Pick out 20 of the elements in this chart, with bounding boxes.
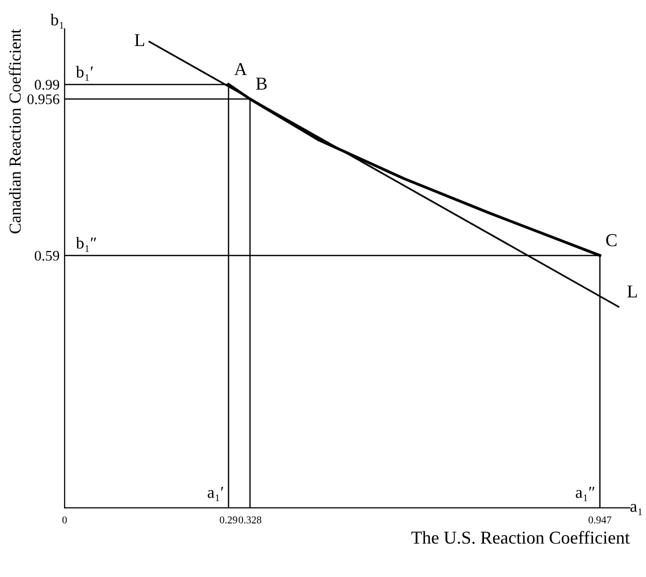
text: a₁	[630, 504, 642, 516]
x-tick-label: 0.947	[588, 516, 612, 524]
x-tick-label: 0.328	[238, 516, 262, 524]
ref-line-label: a₁″	[576, 486, 594, 502]
y-tick-label: 0.59	[34, 250, 60, 261]
y-axis-title: Canadian Reaction Coefficient	[8, 28, 21, 234]
y-tick-label: 0.99	[34, 80, 60, 90]
annotation: C	[606, 234, 616, 246]
annotation: B	[256, 78, 267, 90]
ref-line-label: a₁′	[208, 486, 224, 502]
annotation: A	[234, 63, 247, 76]
x-tick-label: 0	[62, 516, 67, 524]
annotation: L	[134, 34, 144, 46]
y-tick-label: 0.956	[27, 94, 60, 104]
ref-line-label: b₁″	[76, 236, 96, 252]
ref-line-label: b₁′	[76, 66, 93, 81]
x-tick-label: 0.29	[220, 516, 238, 524]
annotation: L	[627, 286, 637, 298]
text: b₁	[50, 14, 64, 29]
x-axis-title: The U.S. Reaction Coefficient	[411, 530, 630, 544]
